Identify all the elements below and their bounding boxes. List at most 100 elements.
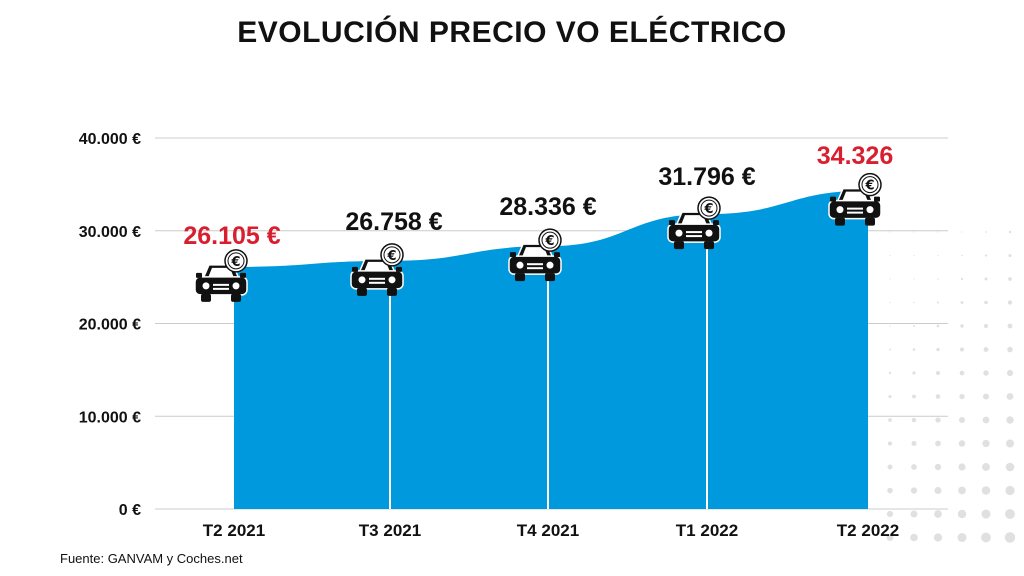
euro-coin-icon: € (538, 228, 562, 252)
decor-dot (961, 231, 963, 233)
decor-dot (981, 532, 991, 543)
decor-dot (911, 464, 917, 470)
decor-dot (913, 301, 915, 304)
decor-dot (910, 533, 918, 542)
decor-dot (982, 393, 990, 400)
decor-dot (889, 325, 891, 327)
x-axis: T2 2021 T3 2021 T4 2021 T1 2022 T2 2022 (203, 521, 899, 540)
decor-dot (936, 347, 940, 352)
decor-dot (911, 440, 917, 447)
car-euro-icon: € (508, 228, 562, 282)
decor-dot (888, 394, 892, 399)
decor-dot (935, 417, 941, 423)
decor-dot (889, 254, 891, 257)
decor-dot (934, 486, 942, 495)
decor-dot (1007, 300, 1013, 305)
data-label: 34.326 (817, 142, 893, 170)
car-euro-icon: € (194, 249, 248, 302)
y-tick-label: 20.000 € (79, 317, 141, 334)
decor-dot (984, 277, 988, 281)
decor-dot (913, 254, 915, 257)
car-euro-icon: € (828, 172, 882, 226)
decor-dot (1006, 416, 1014, 424)
euro-coin-icon: € (697, 196, 721, 220)
decor-dot (1004, 532, 1016, 543)
euro-coin-icon: € (858, 172, 882, 197)
decor-dot (935, 440, 941, 447)
x-tick-label: T3 2021 (359, 521, 421, 540)
decor-dot (1005, 509, 1015, 519)
decor-dot (984, 254, 988, 257)
decor-dot (887, 441, 893, 446)
decor-dot (912, 348, 916, 351)
decor-dot (983, 347, 989, 352)
decor-dot (912, 394, 916, 399)
decor-dot (960, 324, 964, 328)
decor-dot (982, 416, 990, 424)
decor-dot (935, 394, 941, 399)
decor-dot (1007, 323, 1013, 329)
decor-dot (889, 348, 891, 351)
decor-dot (913, 278, 915, 280)
car-markers: € € € € € (194, 172, 882, 302)
x-tick-label: T2 2021 (203, 521, 265, 540)
decor-dot (936, 324, 940, 328)
decor-dot (1005, 485, 1015, 496)
decor-dot (1006, 369, 1014, 377)
decor-dot (889, 278, 891, 280)
decor-dot (1008, 230, 1012, 234)
decor-dot (983, 370, 989, 376)
decor-dot (981, 486, 991, 495)
decor-dot (959, 347, 965, 352)
decor-dot (937, 231, 939, 233)
car-euro-icon: € (667, 196, 721, 250)
decor-dot (936, 301, 940, 304)
euro-coin-icon: € (380, 243, 404, 267)
x-tick-label: T1 2022 (676, 521, 738, 540)
svg-text:€: € (703, 202, 713, 217)
decor-dot (1008, 277, 1012, 281)
svg-text:€: € (386, 249, 396, 264)
decor-dot (913, 231, 915, 233)
decor-dot (982, 463, 990, 471)
euro-coin-icon: € (224, 249, 248, 273)
decor-dot (960, 301, 964, 304)
decor-dot (959, 417, 965, 423)
y-tick-label: 40.000 € (79, 131, 141, 148)
x-tick-label: T4 2021 (517, 521, 579, 540)
decor-dot (887, 464, 893, 470)
decor-dot (959, 393, 965, 400)
decor-dot (958, 463, 966, 471)
decor-dot (910, 510, 918, 518)
decor-dot (1005, 462, 1015, 472)
decor-dot (959, 370, 965, 376)
data-label: 28.336 € (499, 193, 596, 221)
decor-dot (937, 278, 939, 280)
data-label: 26.758 € (345, 208, 442, 236)
decor-dot (957, 533, 967, 542)
decor-dot (1006, 393, 1014, 400)
decor-dot (937, 254, 939, 257)
decor-dot (985, 231, 987, 233)
decor-dot (889, 301, 891, 304)
decor-dot (911, 417, 917, 423)
car-euro-icon: € (350, 243, 404, 296)
decor-dot (1005, 439, 1015, 448)
decor-dot (934, 510, 942, 518)
decor-dot (960, 277, 964, 281)
y-tick-label: 10.000 € (79, 409, 141, 426)
decor-dot (983, 323, 989, 329)
y-tick-label: 30.000 € (79, 224, 141, 241)
decor-dot (981, 509, 991, 519)
decor-dot (934, 463, 942, 471)
data-label: 26.105 € (183, 222, 280, 250)
svg-text:€: € (544, 234, 554, 249)
decor-dot (912, 371, 916, 375)
svg-text:€: € (230, 255, 240, 270)
decorative-dot-pattern (886, 230, 1016, 543)
svg-text:€: € (864, 179, 874, 194)
chart-title: EVOLUCIÓN PRECIO VO ELÉCTRICO (237, 16, 787, 49)
x-tick-label: T2 2022 (837, 521, 899, 540)
decor-dot (936, 371, 940, 375)
